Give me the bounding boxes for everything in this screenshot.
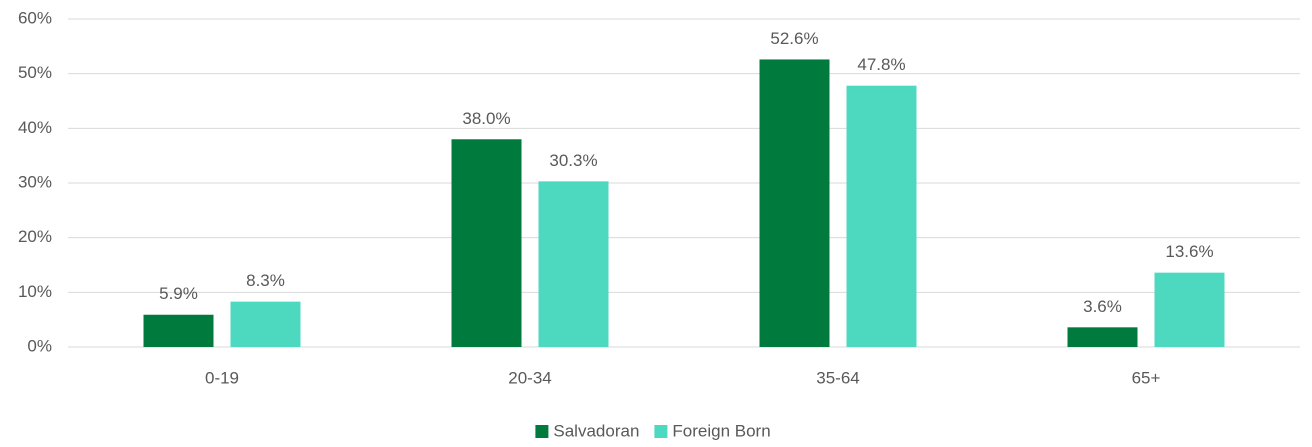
data-label: 8.3%	[246, 271, 285, 290]
y-tick-label: 20%	[18, 227, 52, 246]
bar	[1067, 327, 1138, 347]
data-label: 38.0%	[462, 109, 510, 128]
y-tick-label: 30%	[18, 172, 52, 191]
bar	[759, 59, 830, 347]
legend-swatch	[654, 425, 668, 438]
bar	[538, 181, 609, 347]
data-label: 30.3%	[549, 151, 597, 170]
y-tick-label: 0%	[27, 336, 52, 355]
bar	[230, 301, 301, 347]
x-tick-label: 20-34	[508, 368, 551, 387]
legend-label: Foreign Born	[672, 421, 770, 440]
x-tick-label: 65+	[1132, 368, 1161, 387]
data-label: 3.6%	[1083, 297, 1122, 316]
y-tick-label: 50%	[18, 63, 52, 82]
x-tick-label: 35-64	[816, 368, 859, 387]
x-tick-label: 0-19	[205, 368, 239, 387]
legend-swatch	[535, 425, 549, 438]
data-label: 52.6%	[770, 29, 818, 48]
bar	[451, 139, 522, 347]
data-label: 47.8%	[857, 55, 905, 74]
bar	[1154, 272, 1225, 347]
data-label: 13.6%	[1165, 242, 1213, 261]
bar	[846, 85, 917, 348]
y-tick-label: 10%	[18, 282, 52, 301]
y-tick-label: 60%	[18, 8, 52, 27]
bar	[143, 314, 214, 347]
y-tick-label: 40%	[18, 118, 52, 137]
legend-label: Salvadoran	[553, 421, 639, 440]
data-label: 5.9%	[159, 284, 198, 303]
